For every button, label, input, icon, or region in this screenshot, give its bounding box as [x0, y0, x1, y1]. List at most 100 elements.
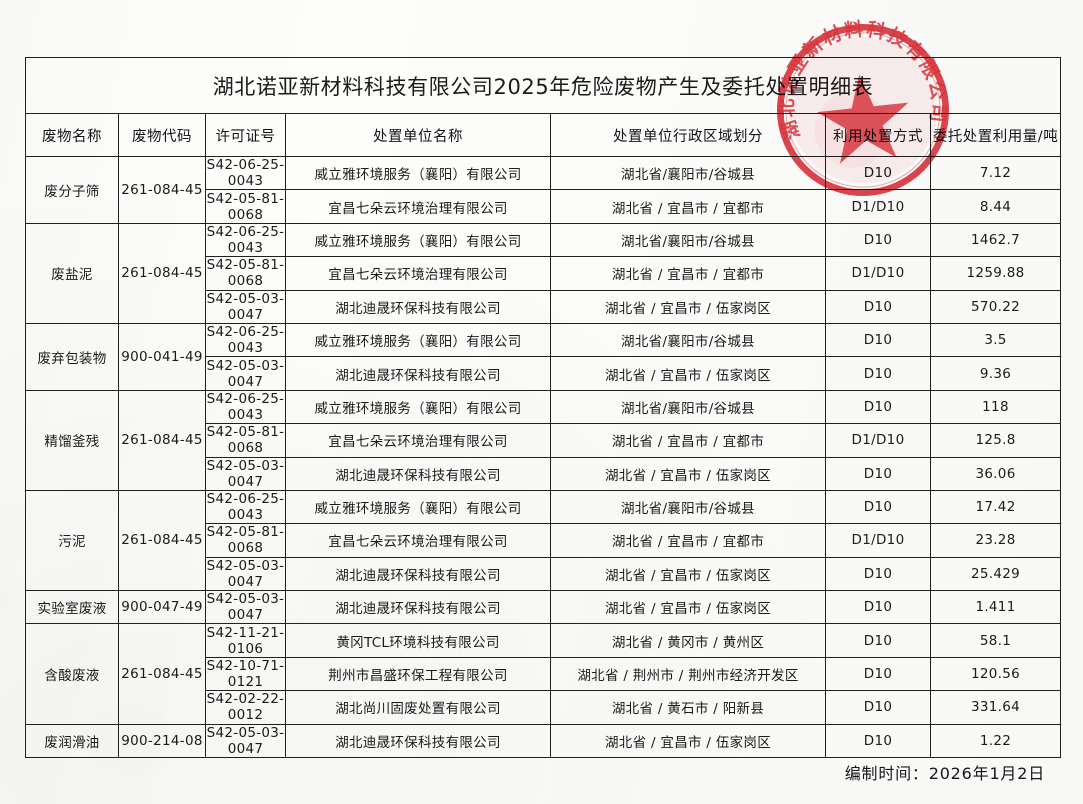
cell-unit-name: 威立雅环境服务（襄阳）有限公司: [285, 489, 551, 525]
column-header-method: 利用处置方式: [825, 113, 931, 157]
cell-permit-no: S42-10-71-0121: [205, 656, 286, 692]
cell-permit-no: S42-05-81-0068: [205, 189, 286, 224]
cell-waste-code: 900-214-08: [118, 723, 206, 759]
cell-unit-region: 湖北省 / 宜昌市 / 宜都市: [550, 423, 826, 458]
cell-method: D10: [825, 155, 931, 191]
cell-method: D10: [825, 289, 931, 324]
cell-method: D10: [825, 556, 931, 592]
cell-permit-no: S42-06-25-0043: [205, 222, 286, 258]
cell-unit-name: 湖北尚川固废处置有限公司: [285, 690, 551, 725]
cell-unit-region: 湖北省 / 宜昌市 / 伍家岗区: [550, 590, 826, 625]
cell-waste-name: 实验室废液: [25, 590, 119, 625]
cell-unit-name: 威立雅环境服务（襄阳）有限公司: [285, 222, 551, 258]
cell-amount: 118: [929, 389, 1062, 425]
table-row: S42-05-81-0068 宜昌七朵云环境治理有限公司 湖北省 / 宜昌市 / 宜…: [26, 523, 1062, 558]
cell-method: D1/D10: [825, 189, 931, 224]
cell-unit-name: 威立雅环境服务（襄阳）有限公司: [285, 389, 551, 425]
waste-detail-table-container: 湖北诺亚新材料科技有限公司2025年危险废物产生及委托处置明细表 废物名称 废物代码…: [24, 57, 1062, 759]
cell-unit-region: 湖北省/襄阳市/谷城县: [550, 322, 826, 358]
cell-unit-name: 威立雅环境服务（襄阳）有限公司: [285, 155, 551, 191]
cell-amount: 125.8: [929, 423, 1062, 458]
waste-detail-table: 湖北诺亚新材料科技有限公司2025年危险废物产生及委托处置明细表 废物名称 废物代码…: [24, 57, 1062, 759]
cell-method: D10: [825, 322, 931, 358]
cell-unit-name: 湖北迪晟环保科技有限公司: [285, 556, 551, 592]
cell-permit-no: S42-06-25-0043: [205, 155, 286, 191]
cell-unit-name: 湖北迪晟环保科技有限公司: [285, 456, 551, 491]
cell-method: D10: [825, 723, 931, 759]
cell-method: D10: [825, 690, 931, 725]
cell-method: D10: [825, 356, 931, 391]
header-row: 废物名称 废物代码 许可证号 处置单位名称 处置单位行政区域划分 利用处置方式 委托处置利用…: [25, 113, 1062, 157]
cell-unit-region: 湖北省 / 宜昌市 / 伍家岗区: [550, 456, 826, 491]
cell-amount: 570.22: [929, 289, 1062, 324]
cell-amount: 58.1: [929, 623, 1062, 658]
cell-permit-no: S42-05-03-0047: [205, 590, 286, 625]
column-header-waste-code: 废物代码: [118, 113, 206, 157]
cell-method: D1/D10: [825, 523, 931, 558]
cell-permit-no: S42-05-03-0047: [205, 289, 286, 324]
column-header-permit-no: 许可证号: [205, 113, 286, 157]
cell-waste-name: 废分子筛: [25, 156, 119, 224]
cell-waste-code: 900-041-49: [118, 322, 206, 391]
cell-amount: 1.411: [929, 590, 1062, 625]
cell-waste-code: 261-084-45: [118, 623, 206, 725]
cell-amount: 7.12: [929, 155, 1062, 191]
table-row: 实验室废液 900-047-49 S42-05-03-0047 湖北迪晟环保科技有限公…: [25, 590, 1062, 625]
cell-unit-region: 湖北省 / 宜昌市 / 伍家岗区: [550, 356, 826, 391]
table-body: 湖北诺亚新材料科技有限公司2025年危险废物产生及委托处置明细表 废物名称 废物代码…: [24, 57, 1062, 759]
column-header-amount: 委托处置利用量/吨: [929, 113, 1062, 157]
table-row: S42-05-03-0047 湖北迪晟环保科技有限公司 湖北省 / 宜昌市 / 伍家…: [26, 456, 1062, 491]
cell-unit-region: 湖北省 / 宜昌市 / 伍家岗区: [550, 556, 826, 592]
table-row: 精馏釜残 261-084-45 S42-06-25-0043 威立雅环境服务（襄阳）有…: [25, 389, 1062, 491]
cell-unit-name: 湖北迪晟环保科技有限公司: [285, 289, 551, 324]
cell-unit-name: 威立雅环境服务（襄阳）有限公司: [285, 322, 551, 358]
table-row: 含酸废液 261-084-45 S42-11-21-0106 黄冈TCL环境科技有限公…: [25, 623, 1062, 725]
cell-amount: 1259.88: [929, 256, 1062, 291]
table-row: S42-05-81-0068 宜昌七朵云环境治理有限公司 湖北省 / 宜昌市 / 宜…: [26, 423, 1062, 458]
cell-permit-no: S42-06-25-0043: [205, 489, 286, 525]
column-header-unit-name: 处置单位名称: [285, 113, 551, 157]
cell-unit-name: 湖北迪晟环保科技有限公司: [285, 590, 551, 625]
cell-permit-no: S42-02-22-0012: [205, 690, 286, 725]
cell-waste-name: 废润滑油: [25, 723, 119, 759]
cell-waste-name: 废盐泥: [25, 222, 119, 324]
table-row: S42-05-81-0068 宜昌七朵云环境治理有限公司 湖北省 / 宜昌市 / 宜…: [26, 256, 1062, 291]
table-row: S42-05-81-0068 宜昌七朵云环境治理有限公司 湖北省 / 宜昌市 / 宜…: [26, 189, 1062, 224]
cell-amount: 3.5: [929, 322, 1062, 358]
cell-permit-no: S42-06-25-0043: [205, 389, 286, 425]
cell-amount: 23.28: [929, 523, 1062, 558]
cell-amount: 1.22: [929, 723, 1062, 759]
cell-waste-name: 含酸废液: [25, 623, 119, 725]
cell-unit-region: 湖北省/襄阳市/谷城县: [550, 222, 826, 258]
cell-waste-code: 261-084-45: [118, 222, 206, 324]
cell-method: D1/D10: [825, 256, 931, 291]
cell-unit-region: 湖北省 / 宜昌市 / 伍家岗区: [550, 289, 826, 324]
table-row: S42-05-03-0047 湖北迪晟环保科技有限公司 湖北省 / 宜昌市 / 伍家…: [26, 556, 1062, 592]
cell-unit-region: 湖北省 / 宜昌市 / 宜都市: [550, 256, 826, 291]
table-row: S42-05-03-0047 湖北迪晟环保科技有限公司 湖北省 / 宜昌市 / 伍家…: [26, 289, 1062, 324]
cell-unit-region: 湖北省/襄阳市/谷城县: [550, 489, 826, 525]
cell-unit-name: 宜昌七朵云环境治理有限公司: [285, 523, 551, 558]
cell-permit-no: S42-05-03-0047: [205, 723, 286, 759]
cell-method: D1/D10: [825, 423, 931, 458]
cell-unit-region: 湖北省 / 宜昌市 / 宜都市: [550, 523, 826, 558]
cell-permit-no: S42-06-25-0043: [205, 322, 286, 358]
cell-waste-name: 污泥: [25, 489, 119, 592]
cell-unit-name: 宜昌七朵云环境治理有限公司: [285, 189, 551, 224]
cell-permit-no: S42-05-81-0068: [205, 423, 286, 458]
table-row: 废分子筛 261-084-45 S42-06-25-0043 威立雅环境服务（襄阳）有…: [25, 155, 1062, 224]
column-header-waste-name: 废物名称: [25, 113, 119, 157]
cell-waste-code: 261-084-45: [118, 489, 206, 592]
cell-amount: 1462.7: [929, 222, 1062, 258]
cell-unit-name: 宜昌七朵云环境治理有限公司: [285, 256, 551, 291]
cell-method: D10: [825, 456, 931, 491]
cell-permit-no: S42-05-03-0047: [205, 556, 286, 592]
cell-amount: 17.42: [929, 489, 1062, 525]
cell-amount: 9.36: [929, 356, 1062, 391]
table-row: 废盐泥 261-084-45 S42-06-25-0043 威立雅环境服务（襄阳）有限…: [25, 222, 1062, 324]
cell-unit-region: 湖北省 / 黄石市 / 阳新县: [550, 690, 826, 725]
cell-permit-no: S42-11-21-0106: [205, 623, 286, 658]
cell-method: D10: [825, 623, 931, 658]
cell-unit-region: 湖北省 / 宜昌市 / 宜都市: [550, 189, 826, 224]
cell-method: D10: [825, 389, 931, 425]
